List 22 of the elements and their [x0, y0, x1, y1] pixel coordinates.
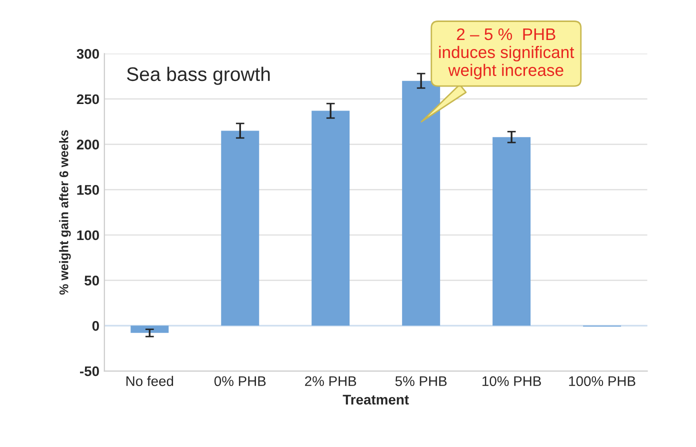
- x-tick-label: 5% PHB: [395, 376, 447, 386]
- y-tick-label: 300: [76, 48, 99, 59]
- x-tick-label: 2% PHB: [305, 376, 356, 386]
- bar: [130, 326, 169, 333]
- x-tick-label: 0% PHB: [214, 376, 266, 386]
- x-tick-label: No feed: [126, 376, 174, 386]
- y-tick-label: 0: [92, 321, 99, 331]
- x-tick-label: 100% PHB: [569, 376, 636, 386]
- bar: [492, 137, 531, 326]
- x-tick-label: 10% PHB: [482, 376, 541, 386]
- annotation: 2 – 5 % PHB induces significant weight increase: [439, 28, 574, 80]
- bar: [312, 110, 350, 326]
- bar: [221, 130, 260, 326]
- y-axis-title: % weight gain after 6 weeks: [59, 130, 71, 295]
- y-tick-label: 100: [77, 230, 99, 240]
- y-tick-label: 200: [76, 140, 99, 150]
- y-tick-label: 150: [77, 184, 99, 195]
- y-tick-label: 50: [84, 276, 99, 286]
- y-tick-label: -50: [80, 366, 99, 376]
- x-axis-title: Treatment: [342, 394, 409, 405]
- y-tick-label: 250: [76, 94, 99, 104]
- text: Sea bass growth: [127, 66, 270, 85]
